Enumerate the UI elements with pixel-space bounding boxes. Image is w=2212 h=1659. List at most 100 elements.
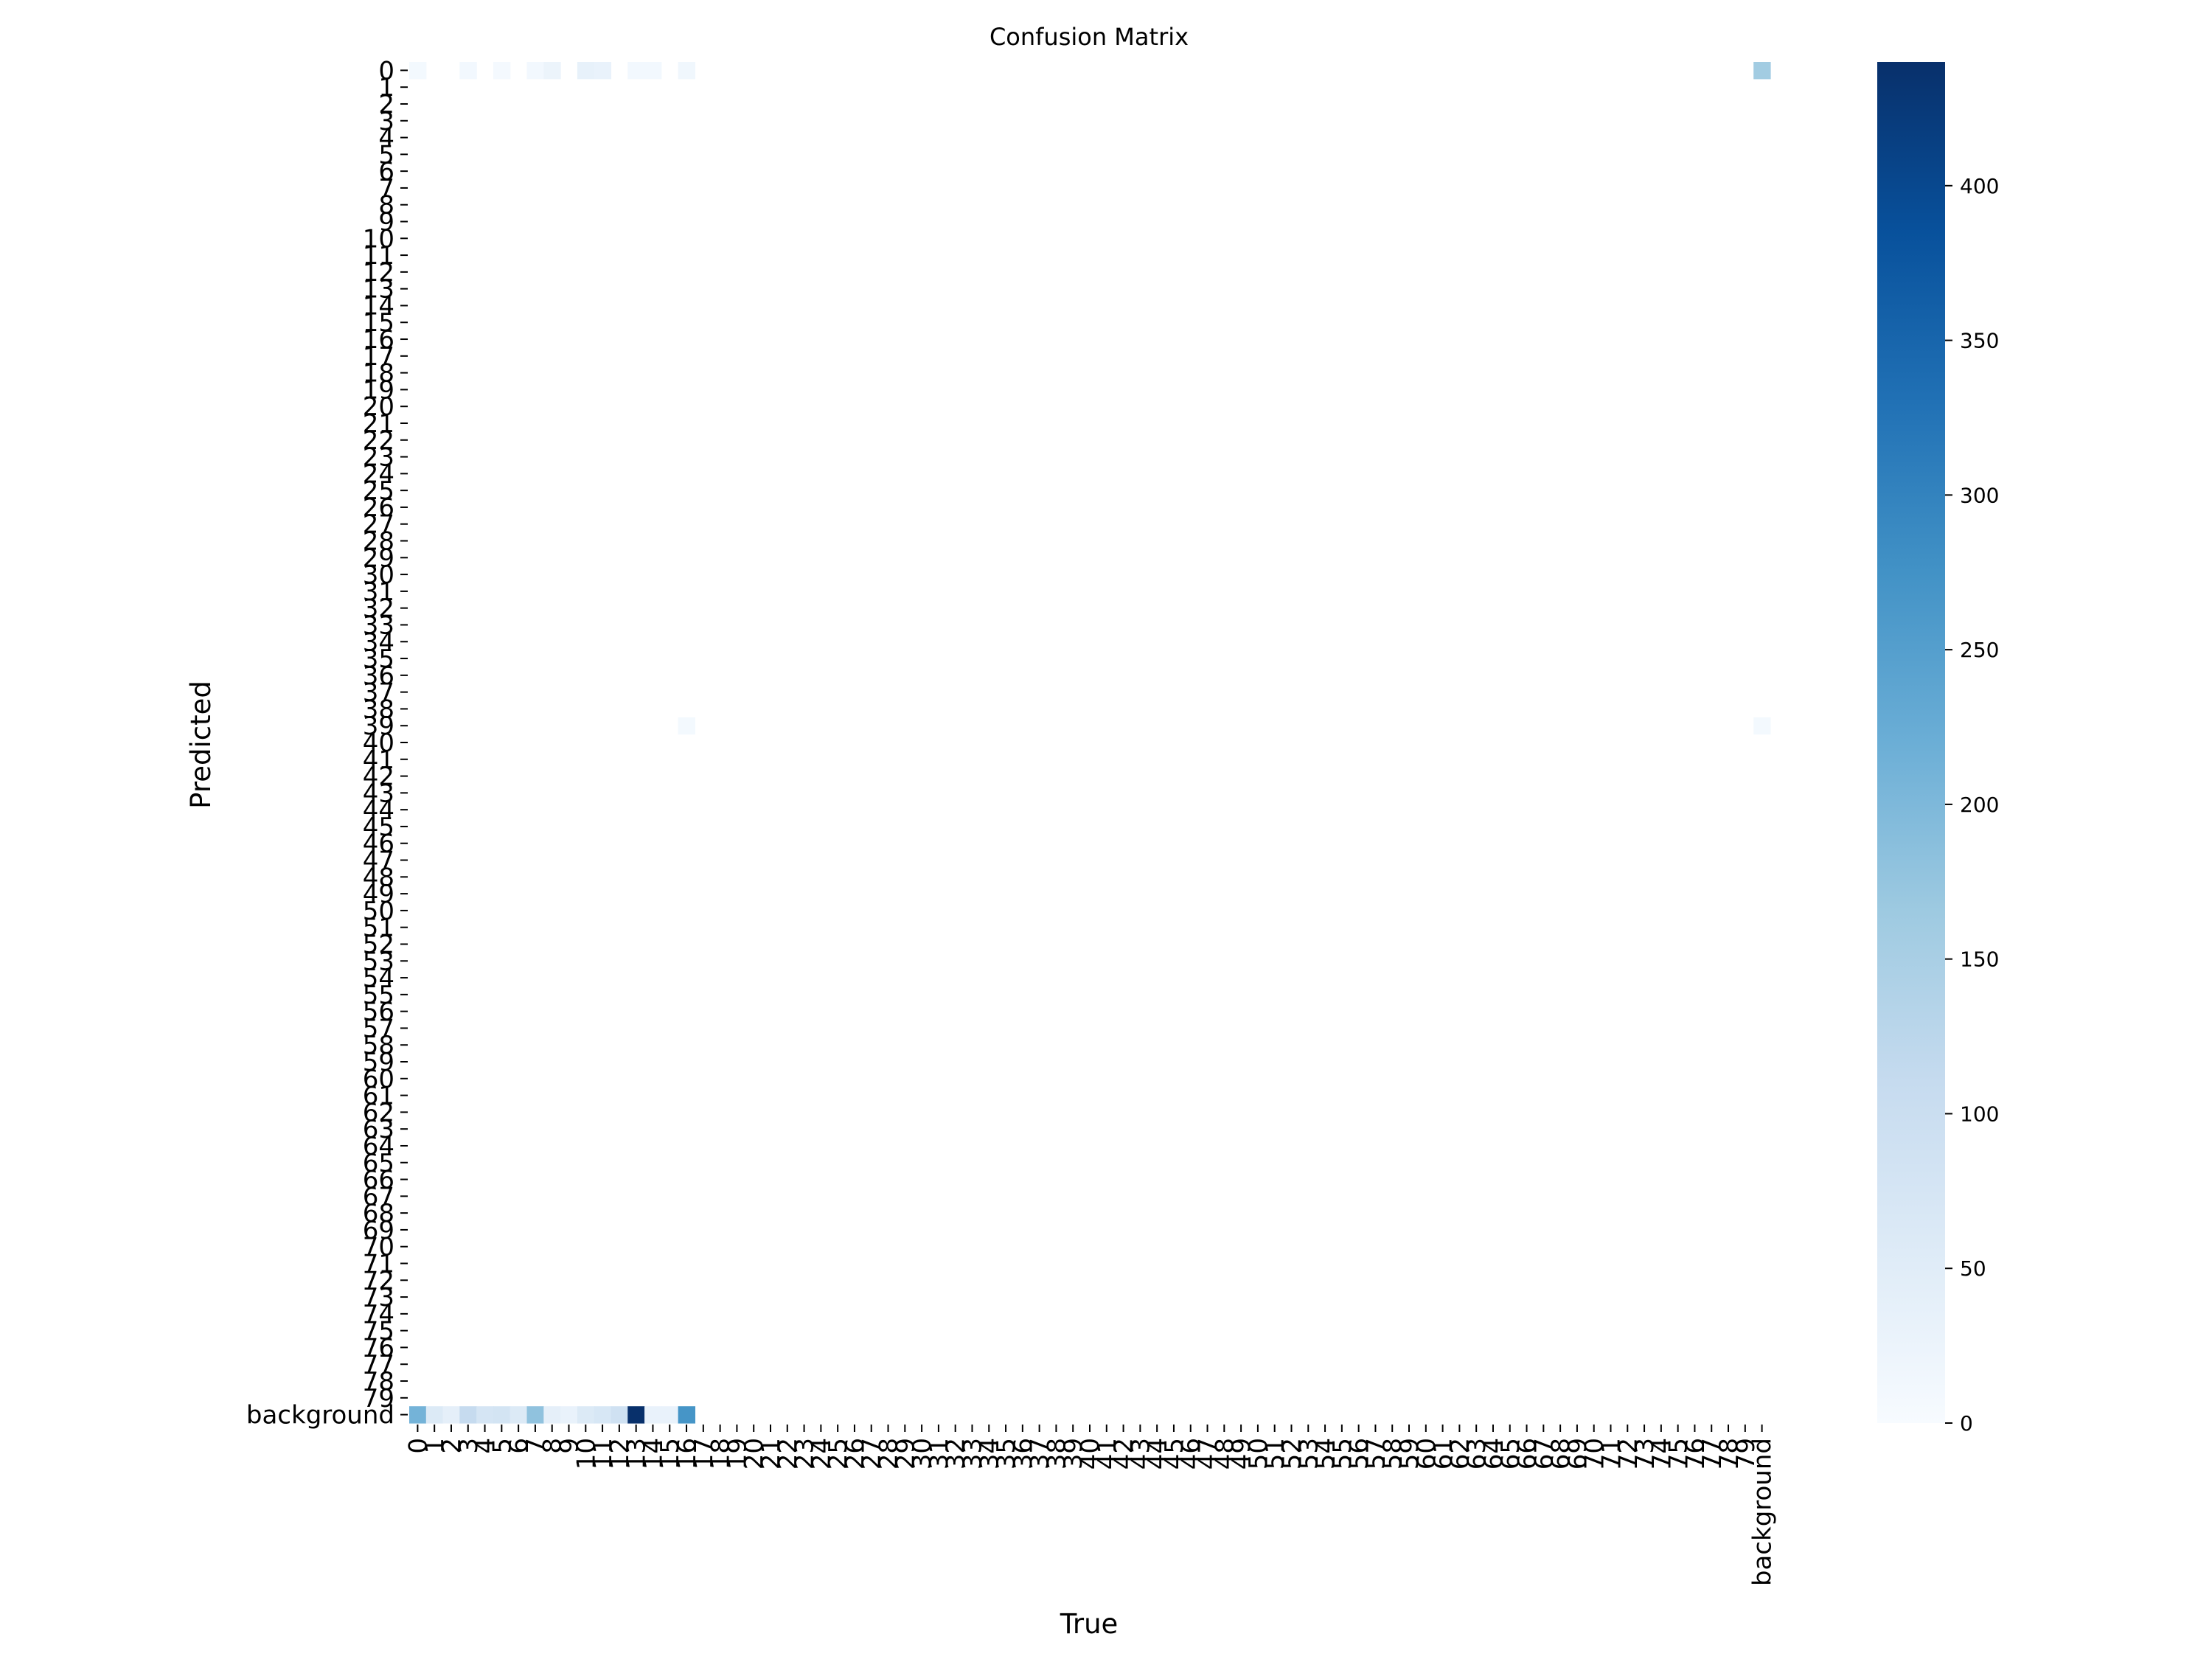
- y-tick-label: 74: [363, 1300, 394, 1329]
- x-tick-label: 39: [1059, 1438, 1088, 1470]
- y-tick-label: 62: [363, 1098, 394, 1127]
- y-tick-label: 3: [378, 107, 394, 136]
- y-tick-label: 10: [363, 224, 394, 254]
- x-tick-label: 37: [1026, 1438, 1055, 1470]
- colorbar-gradient: [1877, 62, 1945, 1423]
- chart-title: Confusion Matrix: [990, 23, 1189, 51]
- y-tick-label: 27: [363, 510, 394, 540]
- x-tick-label: 18: [706, 1438, 736, 1470]
- x-tick-label: 10: [571, 1438, 601, 1470]
- x-tick-label: 74: [1647, 1438, 1677, 1470]
- heatmap-cell: [425, 1406, 444, 1424]
- heatmap-cell: [678, 62, 696, 80]
- y-tick-label: 17: [363, 342, 394, 372]
- heatmap-cell: [594, 62, 612, 80]
- x-tick-label: 38: [1042, 1438, 1071, 1470]
- y-tick-label: 55: [363, 981, 394, 1010]
- x-tick-label: 72: [1613, 1438, 1643, 1470]
- x-tick-label: 30: [908, 1438, 937, 1470]
- x-tick-label: 66: [1513, 1438, 1543, 1470]
- x-tick-label: 36: [1009, 1438, 1038, 1470]
- x-tick-label: 40: [1076, 1438, 1105, 1470]
- heatmap-cell: [644, 1406, 662, 1424]
- x-tick-label: 13: [622, 1438, 652, 1470]
- y-tick-label: 61: [363, 1082, 394, 1111]
- y-tick-label: 41: [363, 745, 394, 775]
- heatmap-cell: [459, 62, 477, 80]
- y-tick-label: 54: [363, 964, 394, 993]
- x-tick-label: 32: [942, 1438, 971, 1470]
- y-tick-label: 7: [378, 174, 394, 204]
- y-tick-label: 12: [363, 258, 394, 288]
- x-tick-label: 21: [757, 1438, 786, 1470]
- heatmap-cell: [543, 62, 561, 80]
- x-tick-label: 33: [958, 1438, 987, 1470]
- heatmap-cell: [526, 62, 544, 80]
- y-tick-label: 43: [363, 779, 394, 808]
- x-tick-labels: 0123456789101112131415161718192021222324…: [403, 1425, 1778, 1586]
- y-tick-label: 73: [363, 1283, 394, 1312]
- heatmap-cell: [627, 1406, 645, 1424]
- y-tick-label: 30: [363, 560, 394, 590]
- y-tick-label: 70: [363, 1233, 394, 1262]
- y-tick-label: 67: [363, 1182, 394, 1211]
- y-tick-label: 79: [363, 1384, 394, 1413]
- x-tick-label: 25: [824, 1438, 853, 1470]
- x-tick-label: 8: [538, 1438, 568, 1454]
- heatmap-cell: [442, 1406, 460, 1424]
- y-tick-label: 22: [363, 426, 394, 456]
- heatmap-cell: [526, 1406, 544, 1424]
- x-tick-label: 68: [1546, 1438, 1576, 1470]
- y-tick-label: 4: [378, 124, 394, 153]
- y-tick-label: 16: [363, 325, 394, 355]
- y-tick-label: 32: [363, 594, 394, 624]
- x-tick-label: 16: [672, 1438, 702, 1470]
- x-tick-label: 0: [403, 1438, 433, 1454]
- y-tick-label: 0: [378, 56, 394, 86]
- y-tick-label: 34: [363, 627, 394, 657]
- heatmap-cell: [577, 62, 595, 80]
- x-tick-label: 44: [1143, 1438, 1172, 1470]
- y-tick-label: 38: [363, 695, 394, 724]
- x-tick-label: 58: [1378, 1438, 1408, 1470]
- x-tick-label: 14: [639, 1438, 668, 1470]
- x-tick-label: 57: [1361, 1438, 1391, 1470]
- x-tick-label: 6: [504, 1438, 534, 1454]
- heatmap-cell: [644, 62, 662, 80]
- x-tick-label: 7: [521, 1438, 551, 1454]
- x-tick-label: 35: [992, 1438, 1021, 1470]
- y-tick-label: 52: [363, 930, 394, 959]
- y-tick-label: 75: [363, 1317, 394, 1346]
- heatmap-cell: [493, 62, 511, 80]
- colorbar-tick-label: 300: [1960, 483, 1999, 507]
- colorbar-tick-label: 150: [1960, 947, 1999, 972]
- x-tick-label: 42: [1110, 1438, 1139, 1470]
- x-tick-label: 65: [1496, 1438, 1526, 1470]
- x-tick-label: 26: [841, 1438, 870, 1470]
- x-tick-label: 67: [1529, 1438, 1559, 1470]
- heatmap-cell: [509, 1406, 528, 1424]
- y-tick-label: 68: [363, 1199, 394, 1228]
- x-tick-label: 69: [1563, 1438, 1593, 1470]
- y-tick-label: 14: [363, 291, 394, 321]
- x-tick-label: 27: [858, 1438, 887, 1470]
- x-tick-label: 75: [1664, 1438, 1694, 1470]
- y-tick-label: 35: [363, 644, 394, 674]
- heatmap-cell: [543, 1406, 561, 1424]
- y-tick-label: 78: [363, 1367, 394, 1397]
- heatmap-cell: [1753, 62, 1771, 80]
- y-tick-label: 44: [363, 796, 394, 825]
- x-tick-label: 71: [1596, 1438, 1626, 1470]
- y-tick-label: 66: [363, 1166, 394, 1195]
- x-tick-label: 5: [487, 1438, 517, 1454]
- colorbar-tick-label: 250: [1960, 638, 1999, 662]
- colorbar-tick-label: 0: [1960, 1411, 1973, 1436]
- x-tick-label: 3: [454, 1438, 484, 1454]
- x-tick-label: 48: [1210, 1438, 1239, 1470]
- y-tick-label: 20: [363, 392, 394, 422]
- y-tick-label: 58: [363, 1031, 394, 1060]
- x-tick-label: 70: [1580, 1438, 1610, 1470]
- heatmap-cell: [459, 1406, 477, 1424]
- x-tick-label: 76: [1680, 1438, 1710, 1470]
- y-tick-label: 28: [363, 527, 394, 557]
